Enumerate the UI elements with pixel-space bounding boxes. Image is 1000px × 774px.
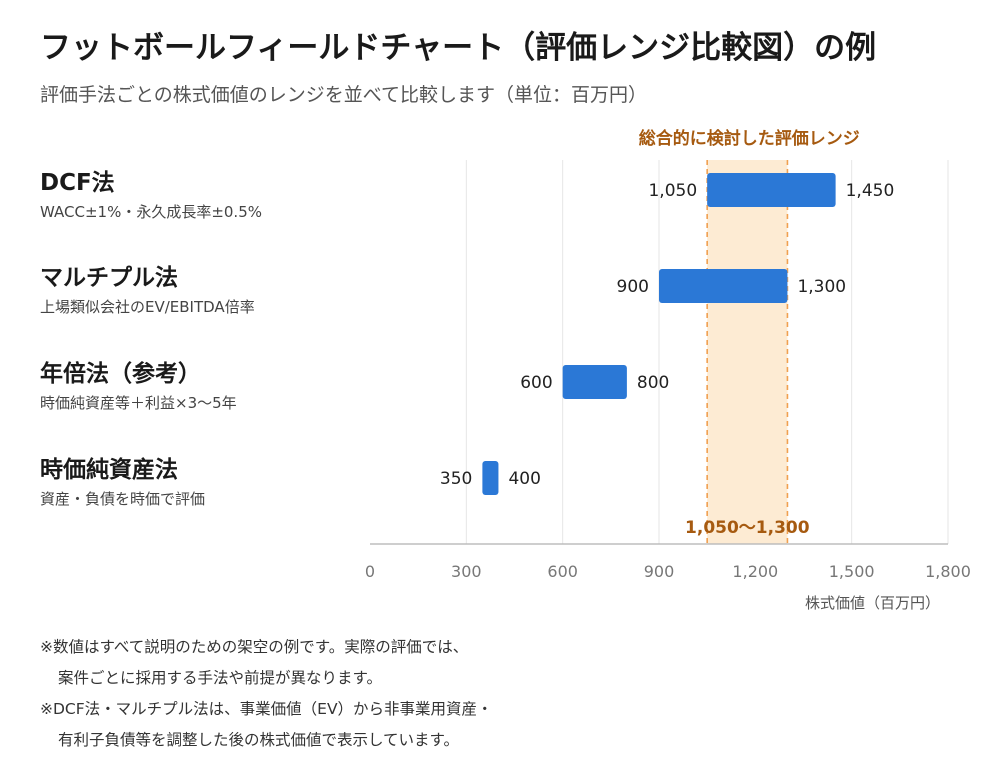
x-tick-label: 1,800	[925, 562, 971, 581]
range-bar	[562, 365, 627, 399]
x-tick-label: 300	[451, 562, 482, 581]
page-title: フットボールフィールドチャート（評価レンジ比較図）の例	[40, 30, 877, 66]
bar-low-label: 1,050	[648, 181, 697, 201]
method-desc-net-asset: 資産・負債を時価で評価	[40, 490, 206, 508]
footnote-line-2: 案件ごとに採用する手法や前提が異なります。	[58, 669, 382, 687]
bar-low-label: 350	[440, 469, 472, 489]
method-name-dcf: DCF法	[40, 170, 115, 196]
x-axis-title: 株式価値（百万円）	[805, 594, 940, 612]
method-name-nenbai: 年倍法（参考）	[40, 361, 201, 387]
bar-low-label: 900	[617, 277, 649, 297]
range-bars: 1,050 1,450 900 1,300 600 800 350 400	[440, 173, 894, 495]
range-bar	[659, 269, 788, 303]
page-subtitle: 評価手法ごとの株式価値のレンジを並べて比較します（単位：百万円）	[40, 84, 648, 106]
method-desc-dcf: WACC±1%・永久成長率±0.5%	[40, 203, 262, 221]
footnote-line-4: 有利子負債等を調整した後の株式価値で表示しています。	[58, 731, 459, 749]
bar-high-label: 400	[508, 469, 540, 489]
method-desc-multiple: 上場類似会社のEV/EBITDA倍率	[40, 298, 255, 316]
highlight-range-label: 1,050〜1,300	[685, 518, 810, 538]
bar-low-label: 600	[520, 373, 552, 393]
x-axis: 0 300 600 900 1,200 1,500 1,800 株式価値（百万円）	[365, 543, 971, 612]
highlight-range: 総合的に検討した評価レンジ 1,050〜1,300	[639, 128, 860, 544]
bar-high-label: 800	[637, 373, 669, 393]
range-bar	[707, 173, 836, 207]
method-desc-nenbai: 時価純資産等＋利益×3〜5年	[40, 394, 237, 412]
footnotes: ※数値はすべて説明のための架空の例です。実際の評価では、 案件ごとに採用する手法…	[40, 632, 493, 756]
x-tick-label: 600	[547, 562, 578, 581]
range-bar	[482, 461, 499, 495]
x-tick-label: 1,200	[732, 562, 778, 581]
x-tick-label: 1,500	[829, 562, 875, 581]
x-tick-label: 900	[644, 562, 675, 581]
footnote-line-1: ※数値はすべて説明のための架空の例です。実際の評価では、	[40, 638, 469, 656]
x-tick-label: 0	[365, 562, 375, 581]
footnote-line-3: ※DCF法・マルチプル法は、事業価値（EV）から非事業用資産・	[40, 700, 493, 718]
bar-high-label: 1,450	[846, 181, 895, 201]
highlight-band	[707, 160, 788, 544]
highlight-title: 総合的に検討した評価レンジ	[639, 128, 860, 149]
method-name-multiple: マルチプル法	[40, 265, 178, 291]
method-name-net-asset: 時価純資産法	[40, 457, 178, 483]
bar-high-label: 1,300	[797, 277, 846, 297]
